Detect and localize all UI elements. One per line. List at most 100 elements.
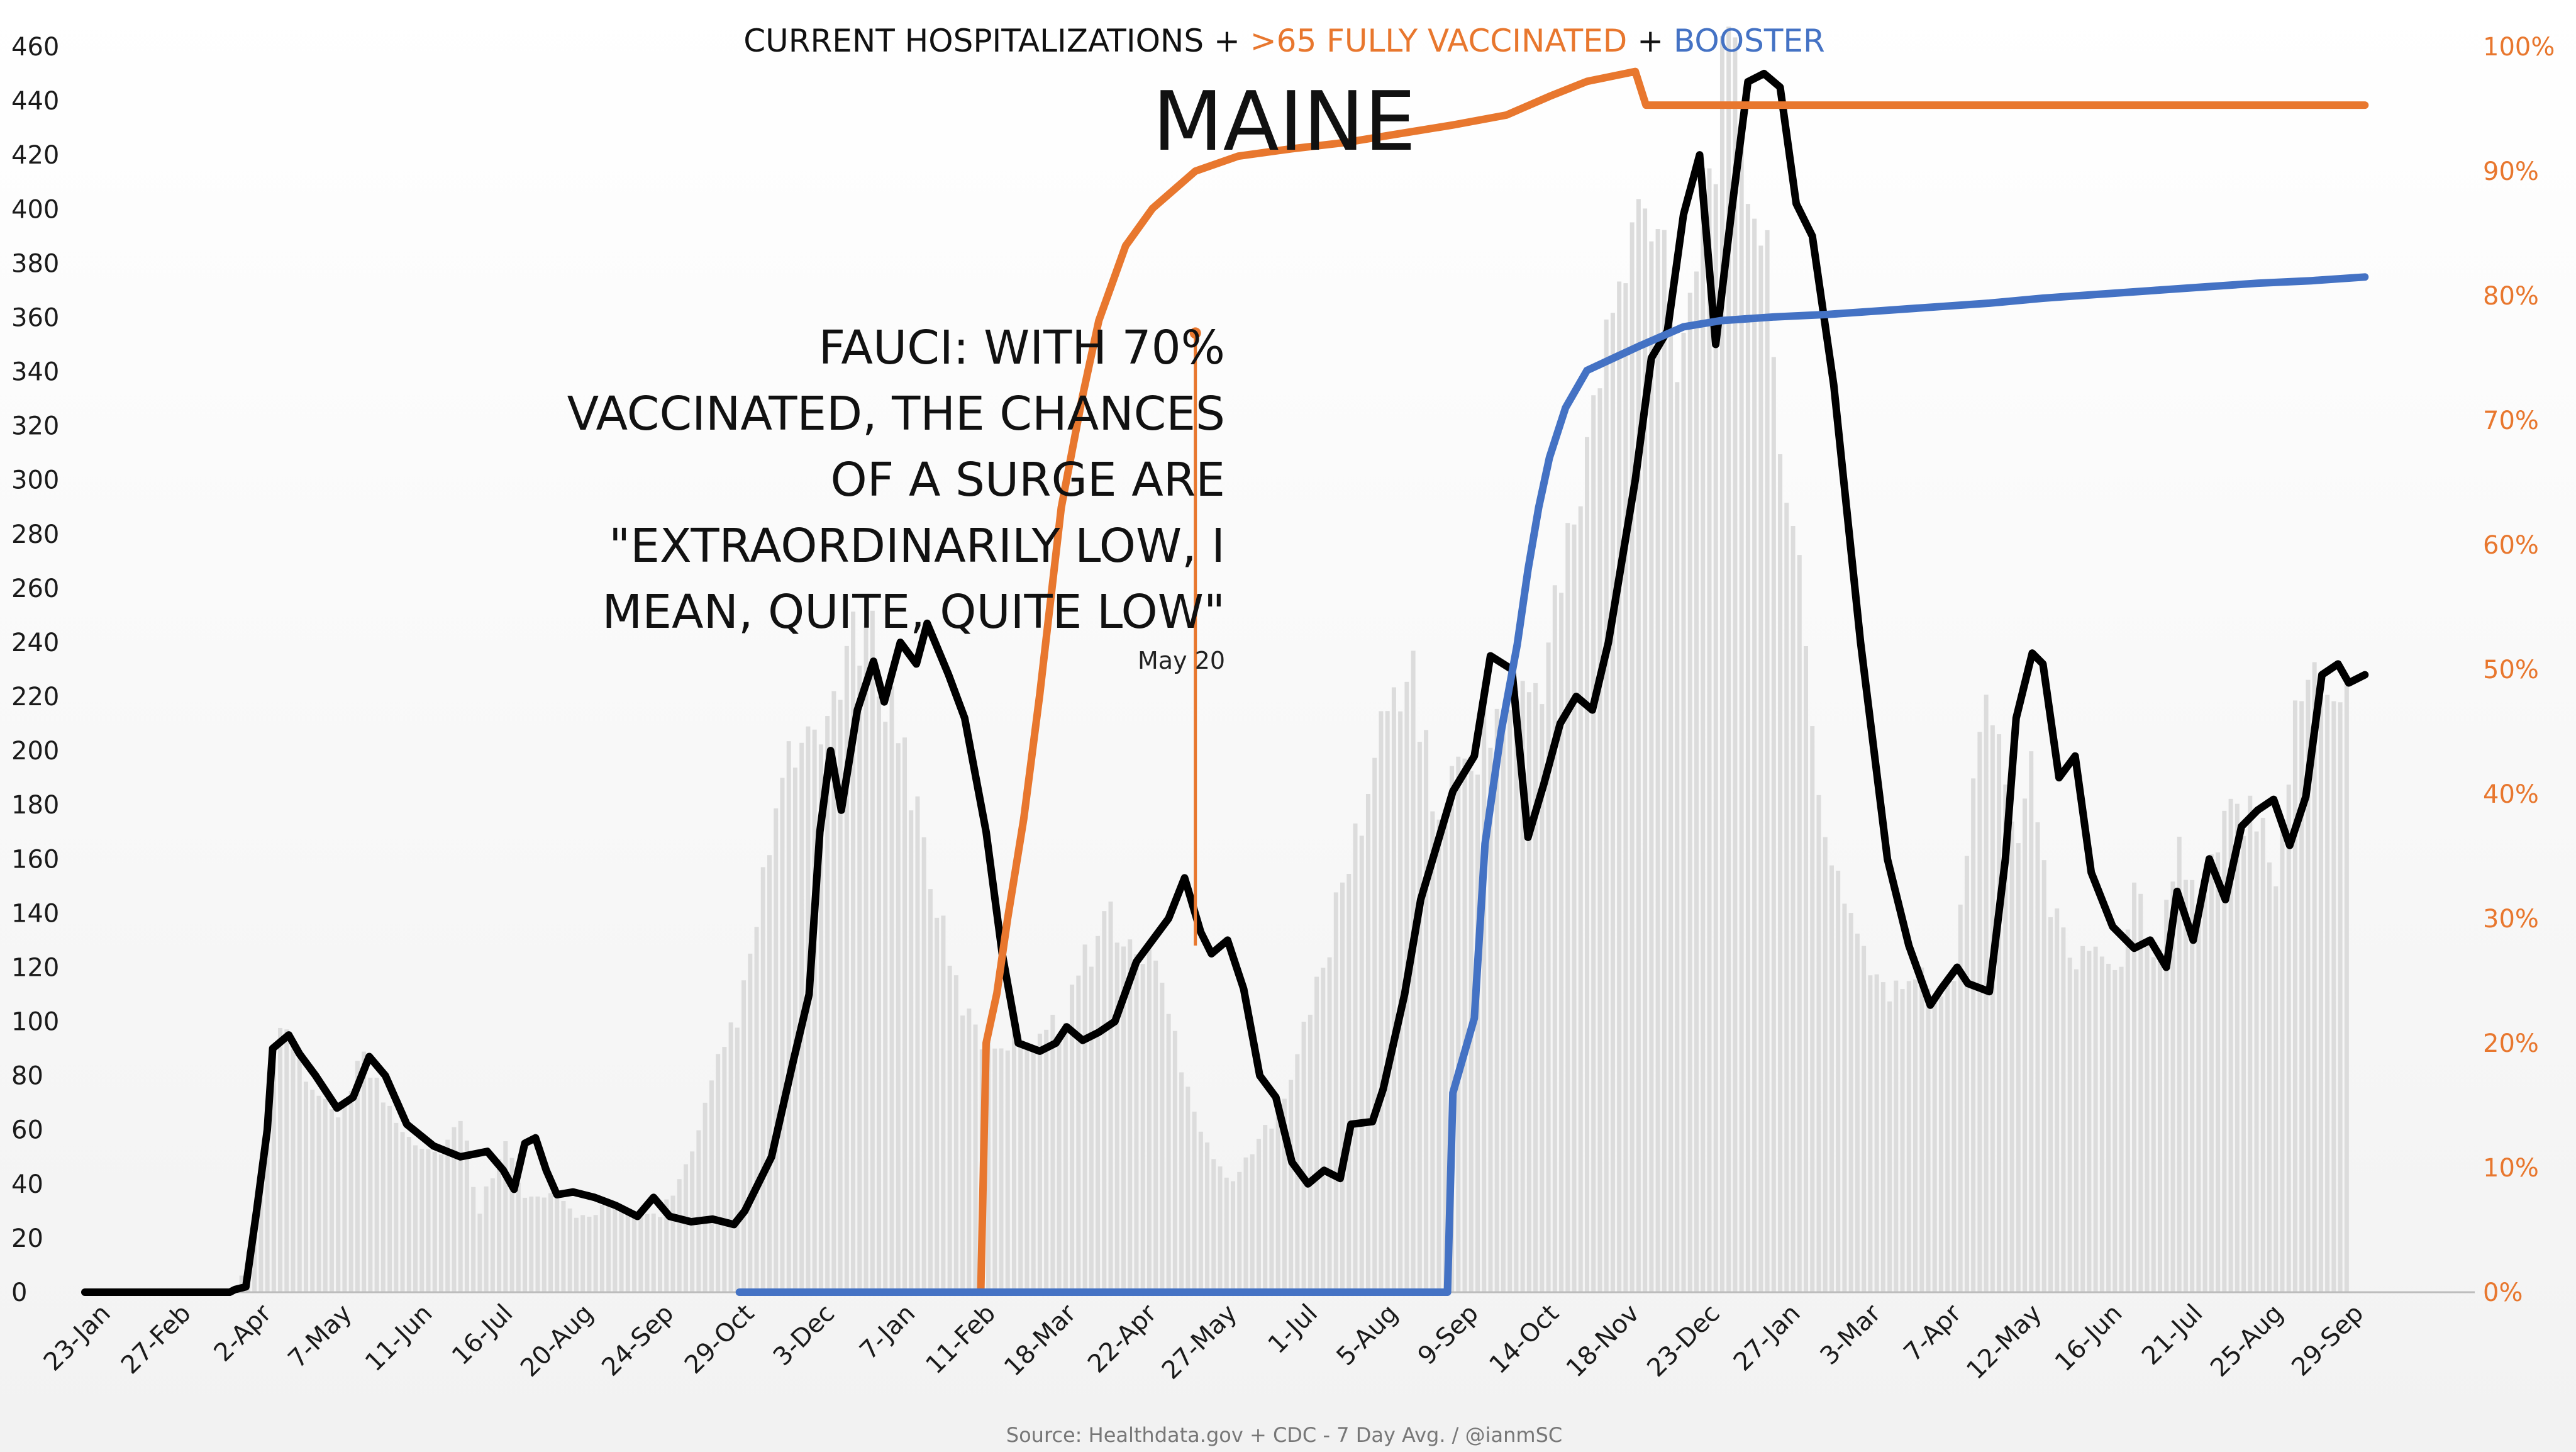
daily-bar <box>1192 1111 1197 1292</box>
daily-bar <box>1011 1024 1016 1292</box>
daily-bar <box>1694 271 1699 1293</box>
daily-bar <box>1237 1171 1242 1292</box>
daily-bar <box>587 1216 592 1292</box>
daily-bar <box>445 1139 450 1292</box>
daily-bar <box>336 1117 341 1292</box>
daily-bar <box>825 716 830 1292</box>
daily-bar <box>252 1228 257 1292</box>
daily-bar <box>1919 968 1924 1292</box>
daily-bar <box>883 722 888 1292</box>
daily-bar <box>1031 1045 1036 1292</box>
daily-bar <box>1926 988 1931 1292</box>
daily-bar <box>471 1187 476 1292</box>
left-tick-label: 160 <box>11 845 59 874</box>
daily-bar <box>1218 1166 1223 1292</box>
right-tick-label: 10% <box>2483 1154 2539 1183</box>
daily-bar <box>1289 1080 1294 1292</box>
daily-bar <box>387 1105 392 1292</box>
daily-bar <box>2235 803 2240 1292</box>
daily-bar <box>509 1158 514 1292</box>
daily-bar <box>342 1099 347 1292</box>
left-axis-ticks: 0 20 40 60 80 100 120 140 160 180 200 220 240 260 280 3… <box>11 33 59 1307</box>
daily-bar <box>432 1151 437 1292</box>
daily-bar <box>2318 684 2323 1292</box>
daily-bar <box>2344 679 2349 1292</box>
daily-bar <box>1675 382 1680 1292</box>
left-tick-label: 280 <box>11 520 59 549</box>
left-tick-label: 260 <box>11 574 59 603</box>
daily-bar <box>992 1048 997 1292</box>
daily-bar <box>1790 526 1796 1292</box>
daily-bar <box>1797 555 1802 1292</box>
fauci-annotation: FAUCI: WITH 70% VACCINATED, THE CHANCES OF… <box>567 321 1225 946</box>
daily-bar <box>1205 1142 1210 1292</box>
right-tick-label: 20% <box>2483 1029 2539 1058</box>
daily-bar <box>902 737 907 1292</box>
daily-bar <box>2228 798 2233 1292</box>
daily-bar <box>1578 506 1583 1292</box>
right-tick-label: 30% <box>2483 905 2539 934</box>
left-tick-label: 140 <box>11 899 59 928</box>
daily-bar <box>683 1164 688 1292</box>
daily-bar <box>535 1196 540 1292</box>
daily-bar <box>1430 811 1435 1292</box>
left-tick-label: 440 <box>11 87 59 116</box>
annotation-text-line: OF A SURGE ARE <box>831 453 1225 507</box>
daily-bar <box>516 1182 521 1292</box>
daily-bar <box>1597 388 1602 1292</box>
daily-bar <box>960 1015 965 1292</box>
daily-bar <box>1880 982 1885 1292</box>
daily-bar <box>702 1102 708 1292</box>
daily-bar <box>1263 1125 1268 1292</box>
daily-bar <box>632 1217 637 1292</box>
left-tick-label: 320 <box>11 412 59 441</box>
daily-bar <box>523 1197 528 1292</box>
daily-bar <box>1128 939 1133 1292</box>
daily-bar <box>1765 230 1770 1293</box>
daily-bar <box>561 1200 566 1292</box>
daily-bar <box>1256 1139 1261 1292</box>
daily-bar <box>1572 524 1577 1292</box>
daily-bar <box>2048 917 2053 1292</box>
daily-bar <box>2299 701 2304 1292</box>
daily-bar <box>2338 702 2343 1292</box>
daily-bar <box>1140 964 1145 1292</box>
daily-bar <box>2016 843 2021 1292</box>
daily-bar <box>1243 1157 1248 1292</box>
daily-bar <box>1971 778 1976 1292</box>
daily-bar <box>1172 1030 1177 1292</box>
daily-bar <box>484 1186 489 1292</box>
daily-bar <box>1687 293 1692 1293</box>
daily-bar <box>1855 934 1860 1292</box>
daily-bar <box>2202 886 2207 1292</box>
right-tick-label: 0% <box>2483 1278 2523 1307</box>
right-tick-label: 60% <box>2483 531 2539 560</box>
daily-bar <box>670 1195 675 1292</box>
daily-bar <box>986 1042 991 1292</box>
daily-bar <box>1804 646 1809 1292</box>
daily-bar <box>1475 774 1480 1292</box>
daily-bar <box>1552 585 1557 1293</box>
daily-bar <box>2003 785 2008 1292</box>
daily-bar <box>831 691 836 1292</box>
daily-bar <box>1114 942 1119 1292</box>
daily-bar <box>567 1208 572 1292</box>
daily-bar <box>1121 946 1126 1292</box>
daily-bar <box>664 1199 669 1292</box>
daily-bar <box>2112 969 2118 1292</box>
daily-bar <box>935 917 940 1292</box>
daily-bar <box>1514 690 1519 1292</box>
daily-bar <box>452 1127 457 1292</box>
daily-bar <box>477 1214 482 1292</box>
daily-bar <box>1108 902 1113 1292</box>
daily-bar <box>1044 1029 1049 1292</box>
daily-bar <box>818 744 823 1292</box>
daily-bar <box>239 1275 244 1292</box>
daily-bar <box>1391 687 1396 1292</box>
daily-bar <box>464 1141 469 1292</box>
daily-bar <box>915 796 920 1292</box>
daily-bar <box>458 1120 463 1292</box>
daily-bar <box>1643 208 1648 1292</box>
daily-bar <box>2196 906 2201 1292</box>
daily-bar <box>2209 854 2214 1292</box>
